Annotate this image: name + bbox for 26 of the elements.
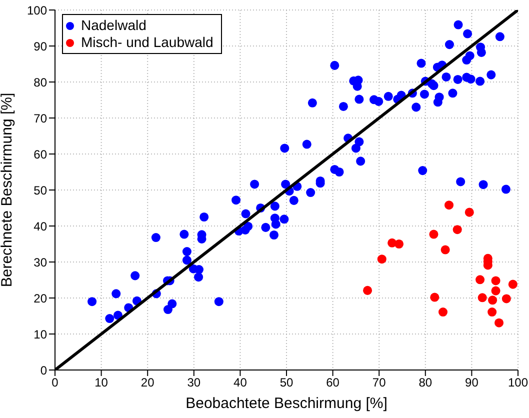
x-tick-label: 70 xyxy=(372,376,386,390)
x-tick-label: 90 xyxy=(465,376,479,390)
x-tick-label: 80 xyxy=(418,376,432,390)
y-tick-label: 100 xyxy=(26,3,48,18)
y-axis-title: Berechnete Beschirmung [%] xyxy=(0,92,16,288)
x-tick-label: 20 xyxy=(140,376,155,390)
legend-label: Misch- und Laubwald xyxy=(81,34,214,51)
y-tick-label: 80 xyxy=(34,75,48,90)
x-tick-label: 10 xyxy=(94,376,108,390)
y-tick-label: 70 xyxy=(34,111,48,126)
y-tick-label: 10 xyxy=(34,327,48,342)
y-tick-label: 0 xyxy=(40,363,48,378)
x-tick-label: 50 xyxy=(280,376,294,390)
y-tick-label: 60 xyxy=(34,147,48,162)
y-tick-label: 90 xyxy=(34,39,48,54)
x-tick-label: 100 xyxy=(508,376,528,390)
y-tick-label: 40 xyxy=(34,219,48,234)
x-tick-label: 30 xyxy=(187,376,201,390)
y-tick-label: 30 xyxy=(34,255,48,270)
x-tick-label: 60 xyxy=(326,376,340,390)
x-tick-label: 0 xyxy=(52,376,59,390)
y-tick-label: 50 xyxy=(34,183,48,198)
x-tick-label: 40 xyxy=(234,376,248,390)
y-tick-label: 20 xyxy=(34,291,48,306)
x-axis-title: Beobachtete Beschirmung [%] xyxy=(186,395,388,412)
legend-label: Nadelwald xyxy=(81,17,146,34)
